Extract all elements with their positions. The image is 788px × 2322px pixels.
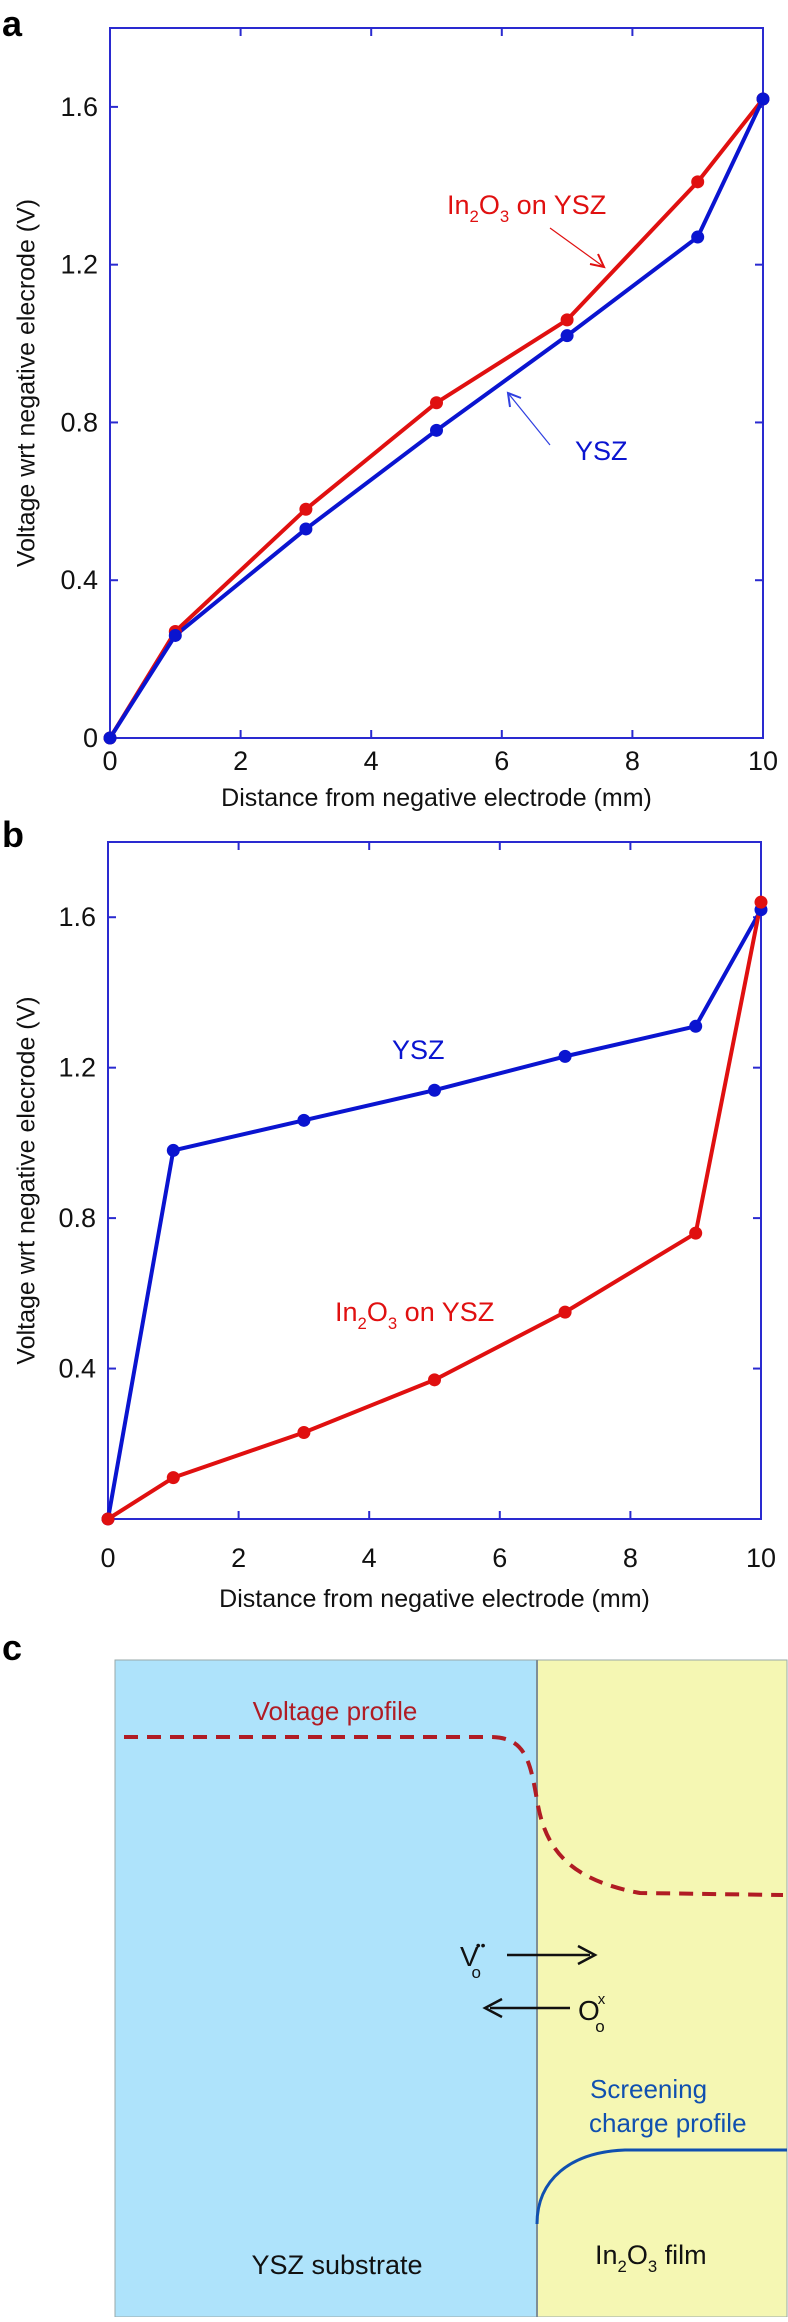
in2o3-film-region [536,1659,788,2318]
x-tick-label: 0 [100,1543,115,1573]
data-point [560,329,574,343]
ysz-substrate-region [114,1659,538,2318]
x-axis-label: Distance from negative electrode (mm) [221,784,652,812]
data-point [691,175,705,189]
x-tick-label: 4 [362,1543,377,1573]
left-arrow-icon [482,1997,570,2019]
y-tick-label: 0 [83,723,98,753]
data-point [558,1305,572,1319]
x-tick-label: 2 [231,1543,246,1573]
series-line-ysz [106,908,763,1520]
data-point [689,1019,703,1033]
substrate-label: YSZ substrate [251,2250,422,2280]
x-tick-label: 0 [102,746,117,776]
data-point [428,1083,441,1097]
data-point [297,1113,311,1127]
data-point [103,731,117,745]
data-point [558,1049,572,1063]
film-label: In2O3 film [595,2240,707,2276]
x-tick-label: 10 [746,1543,776,1573]
chart-a: 0 2 4 6 8 10 0 0.4 0.8 1.2 1.6 Distance from negati… [13,27,778,812]
label-pointer-arrow [549,227,605,268]
x-tick-label: 6 [492,1543,507,1573]
y-tick-label: 1.6 [60,92,98,122]
arrowhead-icon [589,253,606,269]
series-line-in2o3-on-ysz [108,97,765,740]
panel-label-b: b [2,814,24,855]
data-point [299,502,313,516]
series-label: YSZ [575,436,628,466]
panel-label-a: a [2,3,23,44]
plot-frame [109,27,764,739]
data-point [691,230,705,244]
data-point [299,522,313,536]
x-tick-label: 8 [623,1543,638,1573]
chart-b: 0 2 4 6 8 10 0.4 0.8 1.2 1.6 Distance from negativ… [13,841,776,1613]
data-point [560,313,574,327]
data-point [297,1425,311,1439]
right-arrow-icon [507,1944,598,1966]
y-tick-label: 1.2 [60,250,98,280]
voltage-profile-curve [124,1735,784,1897]
y-axis-label: Voltage wrt negative elecrode (V) [13,199,41,567]
screening-charge-curve [535,2148,787,2225]
data-point [430,396,443,410]
x-tick-label: 8 [625,746,640,776]
y-tick-label: 0.8 [60,407,98,437]
x-tick-label: 2 [233,746,248,776]
arrowhead-icon [506,391,522,408]
y-tick-label: 1.6 [58,902,96,932]
x-tick-label: 10 [748,746,778,776]
x-tick-label: 4 [364,746,379,776]
diagram-c: Voltage profile V•• o Ox o Screening charg… [114,1659,788,2318]
oxygen-site-label: Ox o [578,1991,606,2036]
data-point [756,92,770,106]
data-point [428,1373,441,1387]
series-line-in2o3-on-ysz [106,901,763,1521]
data-point [166,1471,180,1485]
y-tick-label: 0.4 [60,565,98,595]
series-line-ysz [108,98,765,740]
y-tick-label: 0.8 [58,1203,96,1233]
vacancy-label: V•• o [460,1937,486,1982]
x-axis-label: Distance from negative electrode (mm) [219,1585,650,1613]
y-tick-label: 0.4 [58,1354,96,1384]
y-axis-label: Voltage wrt negative elecrode (V) [13,996,41,1364]
y-tick-label: 1.2 [58,1053,96,1083]
x-tick-label: 6 [494,746,509,776]
data-point [754,895,768,909]
data-point [166,1143,180,1157]
series-label: In2O3 on YSZ [335,1297,494,1333]
series-label: In2O3 on YSZ [447,190,606,226]
voltage-profile-label: Voltage profile [253,1696,418,1726]
screening-label-line2: charge profile [589,2108,747,2138]
data-point [101,1512,115,1526]
series-label: YSZ [392,1035,445,1065]
data-point [689,1226,703,1240]
label-pointer-arrow [507,392,551,446]
data-point [430,423,443,437]
plot-frame [107,841,762,1520]
screening-label-line1: Screening [590,2074,707,2104]
panel-label-c: c [2,1627,22,1668]
data-point [168,628,182,642]
